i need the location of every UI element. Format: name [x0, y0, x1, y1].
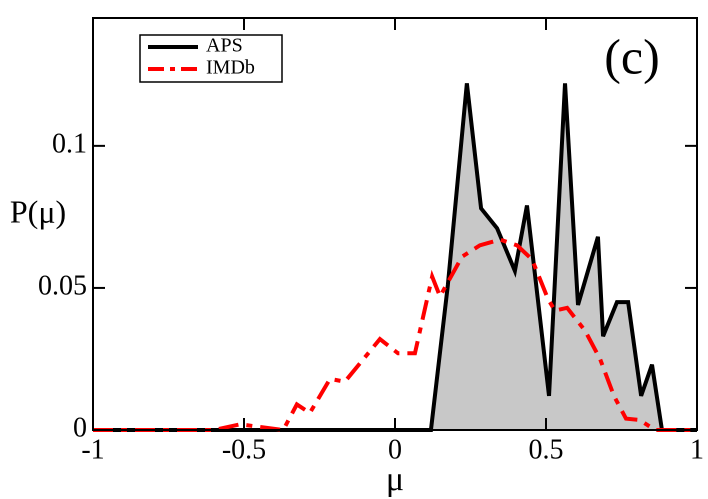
x-tick-label: 0.5 — [529, 434, 564, 465]
series-line — [93, 83, 697, 432]
x-tick-label: 1 — [690, 434, 704, 465]
legend-label: IMDb — [206, 57, 255, 79]
x-axis-label: μ — [386, 461, 404, 498]
x-tick-label: 0 — [388, 434, 402, 465]
x-tick-label: -1 — [81, 434, 104, 465]
series-line — [93, 237, 697, 433]
y-axis-label: P(μ) — [10, 193, 66, 229]
panel-label: (c) — [604, 28, 660, 84]
x-tick-label: -0.5 — [222, 434, 266, 465]
y-tick-label: 0 — [73, 412, 87, 443]
area-fill — [93, 83, 697, 431]
legend-label: APS — [206, 35, 243, 57]
legend-box — [139, 34, 283, 83]
y-tick-label: 0.1 — [52, 128, 87, 159]
y-tick-label: 0.05 — [38, 270, 87, 301]
